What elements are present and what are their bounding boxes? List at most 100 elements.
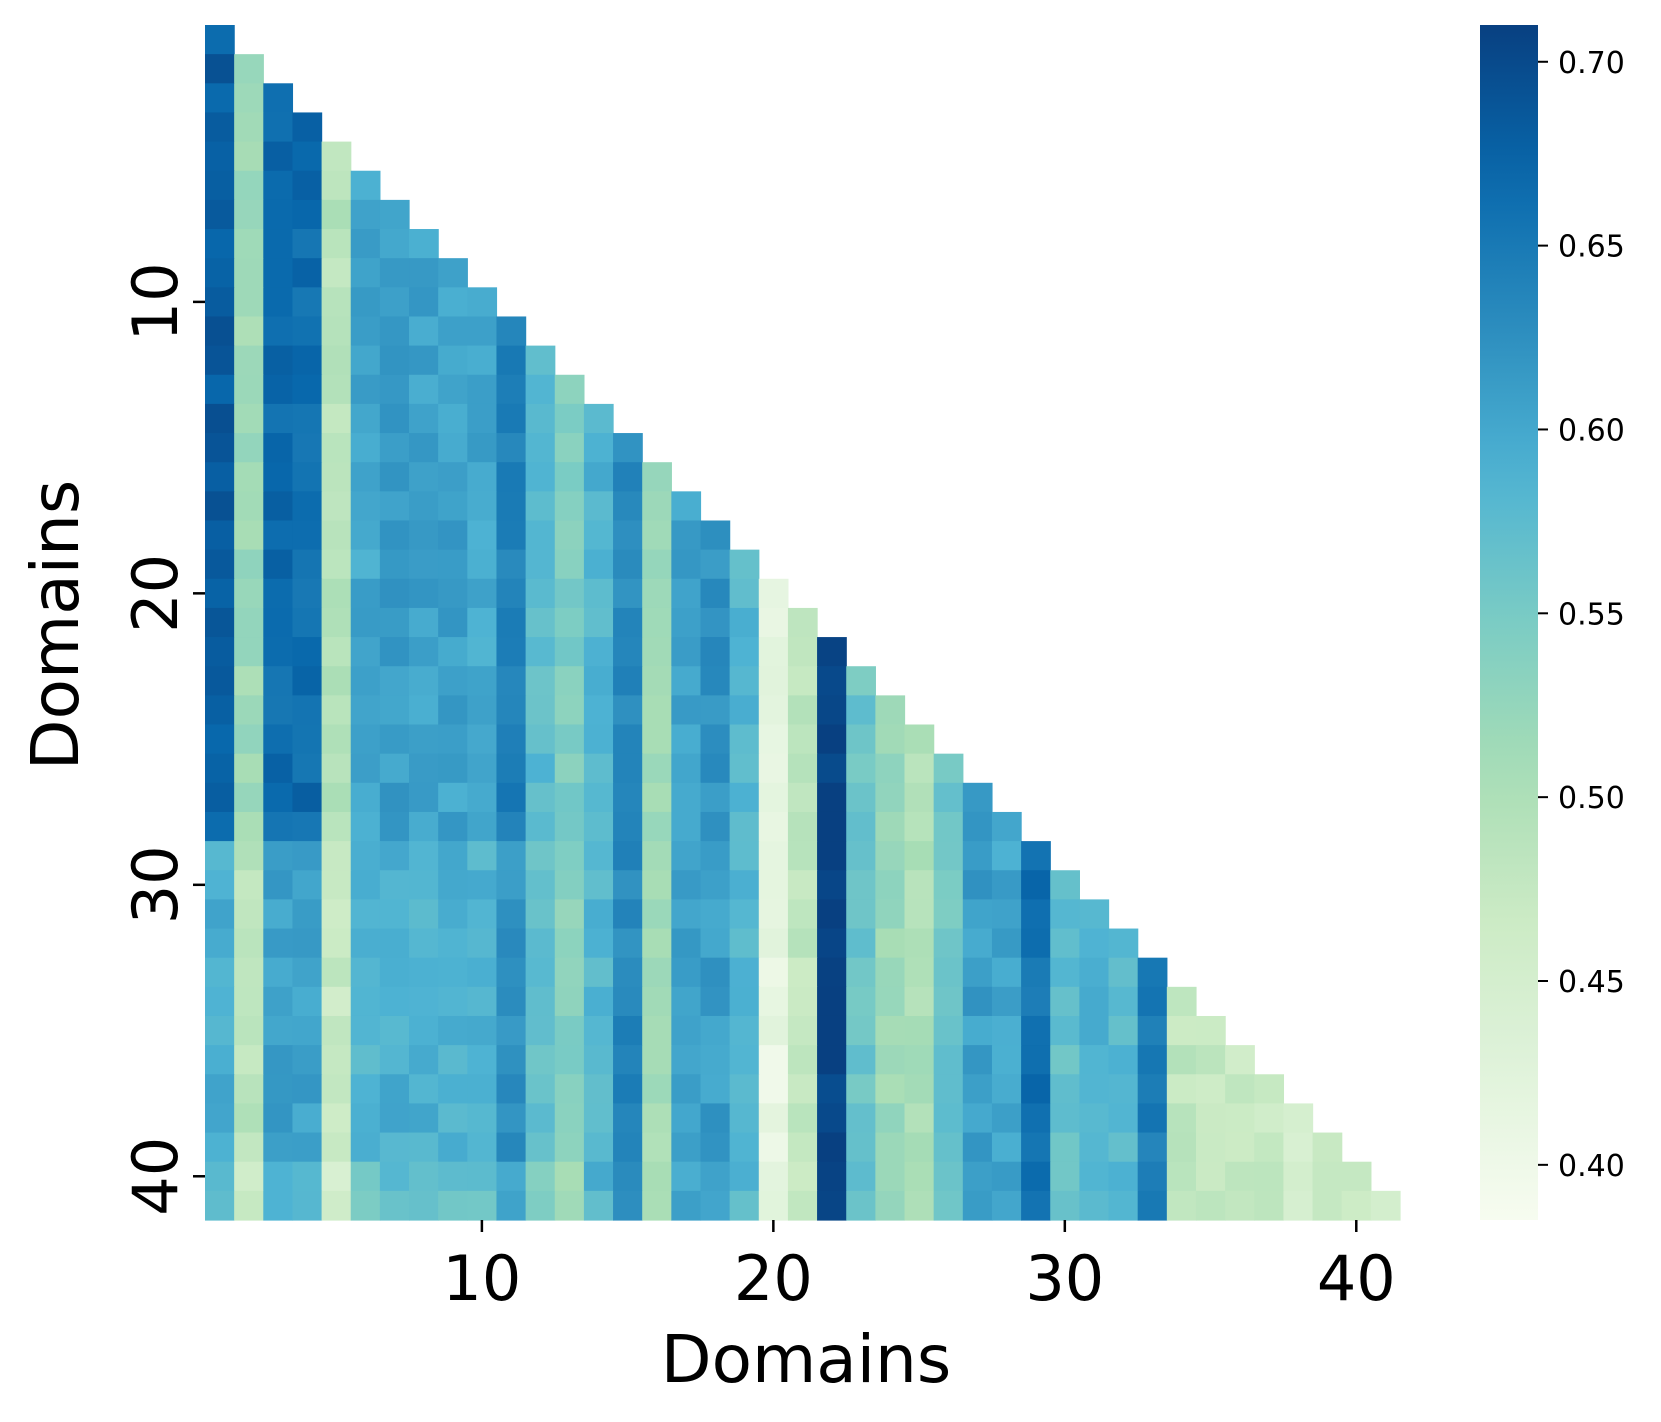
- heatmap-cell: [583, 666, 614, 696]
- heatmap-cell: [933, 1103, 964, 1134]
- heatmap-cell: [321, 1103, 352, 1134]
- heatmap-cell: [525, 986, 556, 1017]
- heatmap-cell: [904, 1045, 935, 1075]
- heatmap-cell: [1079, 957, 1110, 988]
- heatmap-cell: [321, 316, 352, 347]
- heatmap-cell: [234, 811, 264, 842]
- heatmap-cell: [758, 578, 789, 609]
- heatmap-cell: [525, 578, 556, 609]
- heatmap-cell: [321, 170, 352, 201]
- heatmap-cell: [438, 549, 468, 580]
- heatmap-cell: [554, 753, 585, 784]
- heatmap-cell: [409, 1015, 439, 1046]
- heatmap-cell: [234, 403, 264, 434]
- heatmap-cell: [904, 870, 935, 900]
- heatmap-cell: [379, 899, 410, 930]
- heatmap-cell: [234, 170, 264, 201]
- heatmap-cell: [787, 1045, 818, 1075]
- heatmap-cell: [438, 316, 468, 347]
- heatmap-cell: [438, 345, 468, 376]
- heatmap-cell: [263, 258, 294, 288]
- heatmap-cell: [758, 666, 789, 696]
- heatmap-cell: [1166, 1103, 1197, 1134]
- heatmap-cell: [350, 1190, 381, 1221]
- heatmap-cell: [205, 637, 235, 667]
- heatmap-cell: [409, 258, 439, 288]
- heatmap-cell: [467, 1103, 498, 1134]
- heatmap-cell: [379, 403, 410, 434]
- heatmap-cell: [409, 491, 439, 522]
- heatmap-cell: [787, 666, 818, 696]
- heatmap-cell: [1166, 1161, 1197, 1192]
- heatmap-cell: [729, 899, 760, 930]
- heatmap-cell: [583, 578, 614, 609]
- heatmap-cell: [350, 782, 381, 813]
- heatmap-cell: [263, 1015, 294, 1046]
- heatmap-cell: [205, 666, 235, 696]
- heatmap-cell: [409, 287, 439, 318]
- heatmap-cell: [321, 374, 352, 405]
- heatmap-cell: [846, 957, 876, 988]
- heatmap-cell: [205, 258, 235, 288]
- heatmap-cell: [729, 578, 760, 609]
- heatmap-cell: [321, 666, 352, 696]
- heatmap-cell: [642, 462, 672, 492]
- heatmap-cell: [467, 491, 498, 522]
- heatmap-cell: [933, 1161, 964, 1192]
- heatmap-cell: [234, 345, 264, 376]
- heatmap-cell: [525, 637, 556, 667]
- heatmap-cell: [933, 1132, 964, 1163]
- heatmap-cell: [379, 229, 410, 259]
- heatmap-cell: [350, 199, 381, 230]
- x-tick-label: 30: [1025, 1242, 1104, 1315]
- heatmap-cell: [1108, 1103, 1139, 1134]
- heatmap-cell: [904, 957, 935, 988]
- heatmap-cell: [467, 986, 498, 1017]
- heatmap-cell: [933, 870, 964, 900]
- heatmap-cell: [525, 520, 556, 551]
- heatmap-cell: [642, 1103, 672, 1134]
- heatmap-cell: [962, 782, 993, 813]
- heatmap-cell: [1050, 1103, 1080, 1134]
- heatmap-cell: [758, 724, 789, 755]
- heatmap-cell: [554, 578, 585, 609]
- heatmap-cell: [409, 1074, 439, 1105]
- heatmap-cell: [350, 1132, 381, 1163]
- heatmap-cell: [991, 1132, 1022, 1163]
- heatmap-cell: [613, 753, 643, 784]
- heatmap-cell: [758, 695, 789, 726]
- heatmap-cell: [496, 403, 527, 434]
- heatmap-cell: [379, 607, 410, 638]
- heatmap-cell: [758, 607, 789, 638]
- heatmap-cell: [321, 199, 352, 230]
- heatmap-cell: [205, 1074, 235, 1105]
- heatmap-cell: [875, 1132, 906, 1163]
- heatmap-cell: [875, 841, 906, 871]
- heatmap-cell: [379, 811, 410, 842]
- heatmap-cell: [933, 841, 964, 871]
- heatmap-cell: [758, 1045, 789, 1075]
- heatmap-cell: [787, 695, 818, 726]
- heatmap-cell: [321, 957, 352, 988]
- heatmap-cell: [438, 287, 468, 318]
- heatmap-cell: [350, 1045, 381, 1075]
- heatmap-cell: [234, 637, 264, 667]
- heatmap-cell: [409, 841, 439, 871]
- heatmap-cell: [962, 811, 993, 842]
- heatmap-cell: [409, 345, 439, 376]
- heatmap-cell: [729, 782, 760, 813]
- heatmap-cell: [321, 753, 352, 784]
- heatmap-cell: [671, 1103, 702, 1134]
- heatmap-cell: [205, 25, 235, 55]
- heatmap-cell: [583, 607, 614, 638]
- heatmap-cell: [613, 1161, 643, 1192]
- heatmap-cell: [700, 1074, 731, 1105]
- heatmap-cell: [205, 724, 235, 755]
- heatmap-cell: [642, 607, 672, 638]
- heatmap-cell: [263, 607, 294, 638]
- heatmap-cell: [613, 1190, 643, 1221]
- heatmap-cell: [292, 870, 323, 900]
- heatmap-cell: [846, 841, 876, 871]
- heatmap-cell: [700, 520, 731, 551]
